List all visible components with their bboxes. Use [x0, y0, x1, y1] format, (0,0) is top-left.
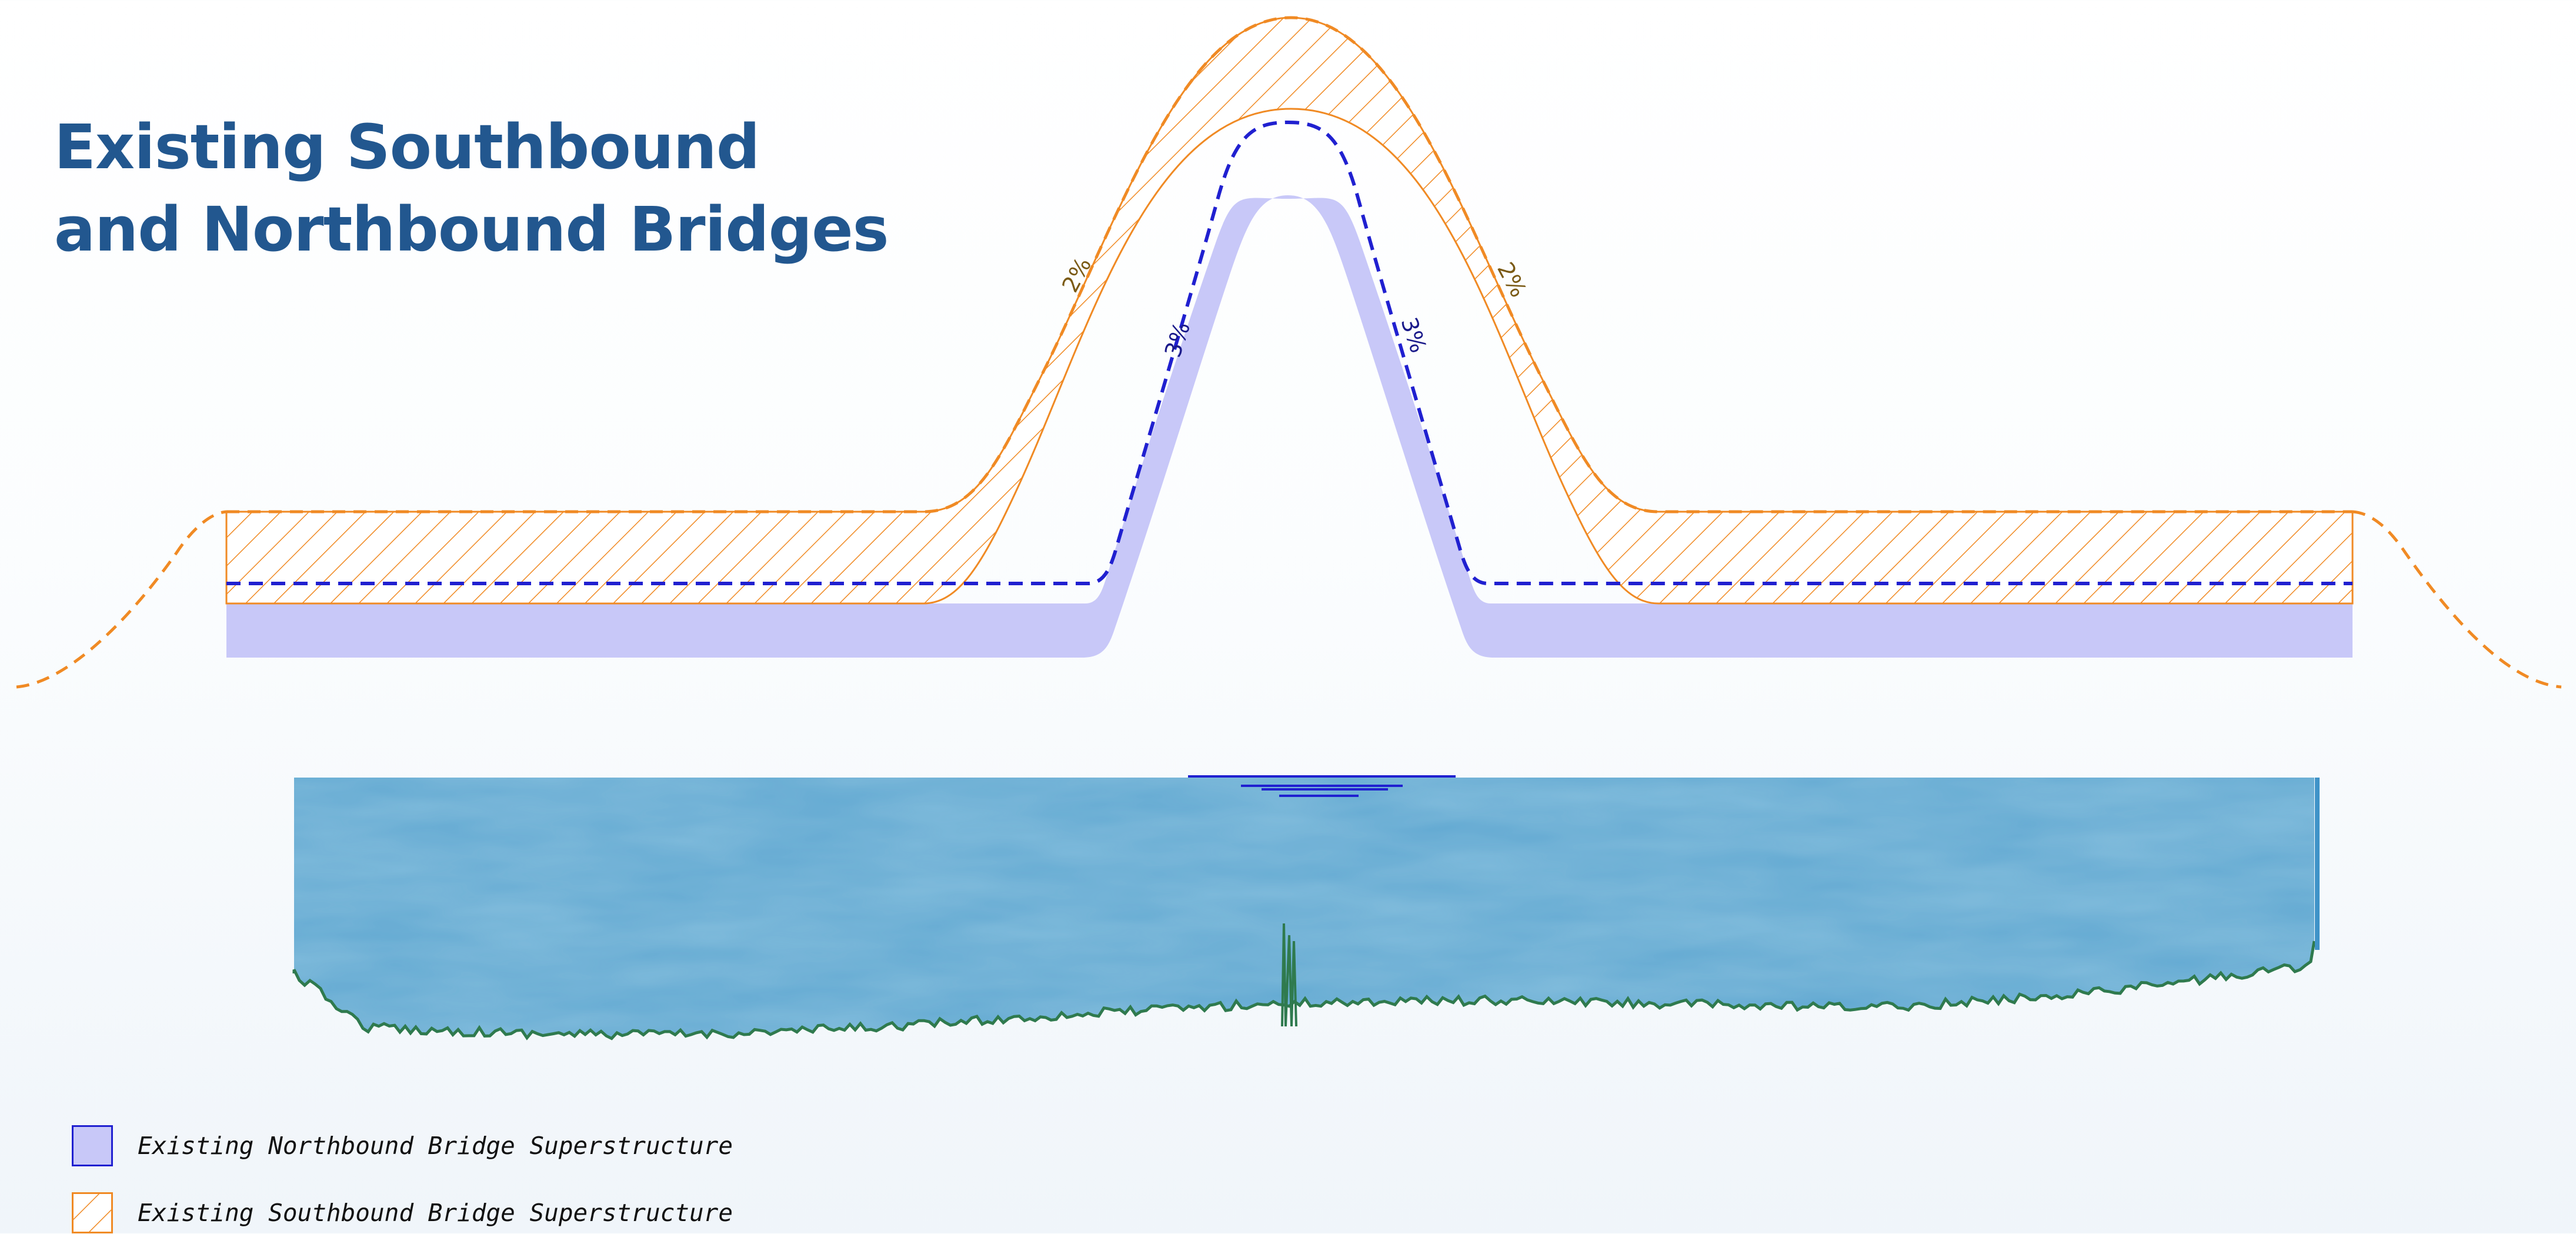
pier-footing [1281, 923, 1297, 1027]
water-body [294, 778, 2314, 1039]
northbound-swatch-icon [72, 1125, 113, 1166]
legend-label-southbound: Existing Southbound Bridge Superstructur… [138, 1199, 733, 1227]
legend-item-northbound: Existing Northbound Bridge Superstructur… [72, 1125, 733, 1167]
water-surface-symbol [1188, 775, 1456, 797]
legend-item-southbound: Existing Southbound Bridge Superstructur… [72, 1192, 733, 1234]
southbound-top-profile [226, 16, 2353, 513]
diagram-title: Existing Southbound and Northbound Bridg… [54, 106, 889, 271]
southbound-approach-right [2352, 510, 2562, 689]
southbound-approach-left [16, 510, 227, 689]
northbound-top-profile [226, 120, 2353, 585]
northbound-bridge-superstructure [226, 195, 2353, 658]
southbound-swatch-icon [72, 1192, 113, 1233]
title-line-2: and Northbound Bridges [54, 194, 889, 265]
riverbed [292, 940, 2316, 1040]
legend-label-northbound: Existing Northbound Bridge Superstructur… [138, 1132, 733, 1160]
title-line-1: Existing Southbound [54, 111, 760, 183]
